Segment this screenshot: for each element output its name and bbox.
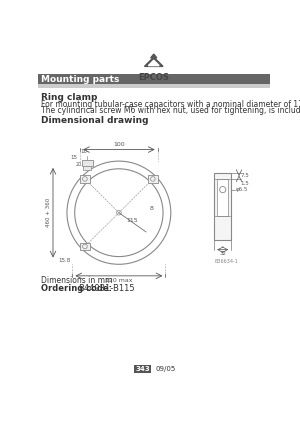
Polygon shape (145, 57, 163, 66)
Bar (83, 166, 91, 170)
Text: 20.5: 20.5 (76, 162, 86, 167)
Text: Ring clamp: Ring clamp (41, 94, 98, 102)
Text: 15.8: 15.8 (58, 258, 71, 263)
Text: EPCOS: EPCOS (138, 73, 169, 82)
Bar (214, 173, 231, 241)
Bar (38, 84, 270, 88)
Text: B44031-B115: B44031-B115 (79, 284, 135, 293)
Bar (38, 74, 270, 84)
Text: 15: 15 (71, 155, 78, 160)
Polygon shape (148, 60, 159, 65)
Text: 1.5: 1.5 (241, 181, 249, 186)
Text: 32: 32 (219, 251, 226, 256)
Text: 343: 343 (136, 366, 150, 372)
Text: 09/05: 09/05 (155, 366, 176, 372)
Text: For mounting tubular-case capacitors with a nominal diameter of 116 mm.: For mounting tubular-case capacitors wit… (41, 100, 300, 109)
Text: B36634-1: B36634-1 (214, 259, 238, 264)
Text: φ6.5: φ6.5 (236, 187, 248, 192)
Bar (82, 160, 92, 166)
Text: 100: 100 (113, 142, 125, 147)
Text: The cylindrical screw M6 with hex nut, used for tightening, is included in deliv: The cylindrical screw M6 with hex nut, u… (41, 106, 300, 115)
Text: 10: 10 (80, 149, 87, 153)
Bar (80, 243, 90, 250)
Text: Dimensions in mm: Dimensions in mm (41, 276, 113, 285)
Text: 7.5: 7.5 (241, 173, 249, 178)
Text: Mounting parts: Mounting parts (41, 75, 120, 84)
Text: 120 max: 120 max (105, 278, 133, 283)
Text: Dimensional drawing: Dimensional drawing (41, 116, 149, 125)
Bar (80, 175, 90, 183)
Bar (217, 179, 228, 216)
Polygon shape (151, 54, 157, 58)
Bar (134, 365, 152, 373)
Text: 8: 8 (150, 207, 154, 211)
Text: Ordering code:: Ordering code: (41, 284, 112, 293)
Text: 115: 115 (127, 218, 138, 223)
Text: 15.5: 15.5 (217, 218, 229, 224)
Bar (148, 175, 158, 183)
Text: 460 + 360: 460 + 360 (46, 198, 51, 227)
